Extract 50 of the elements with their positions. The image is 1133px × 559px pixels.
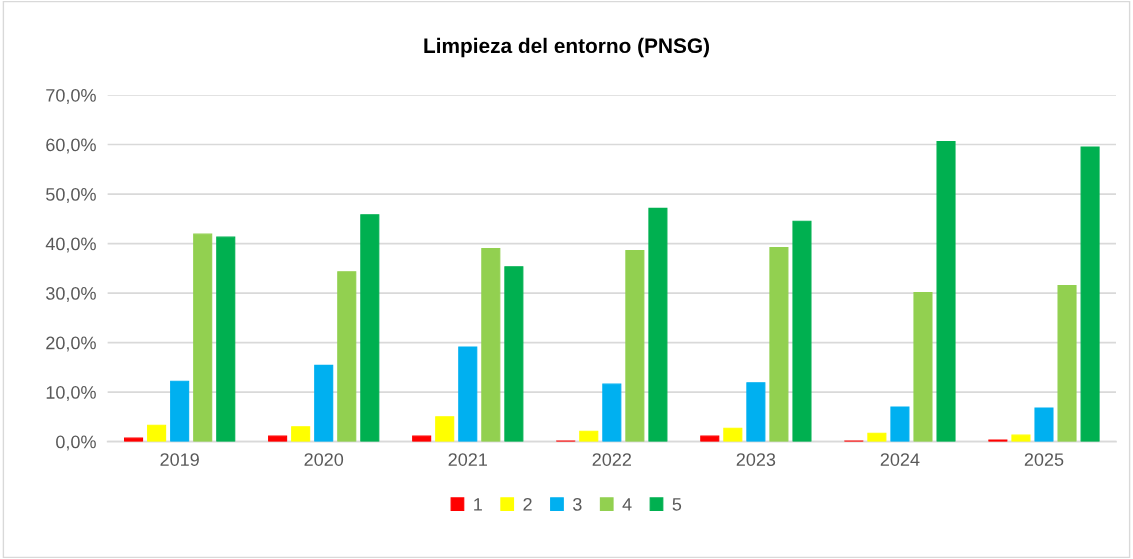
x-tick-label: 2023 (736, 453, 776, 466)
legend-label: 1 (474, 498, 482, 511)
bar (1011, 434, 1031, 442)
bar (936, 141, 956, 442)
legend-label: 2 (523, 497, 532, 511)
x-tick-label: 2020 (304, 453, 344, 466)
x-tick-label: 2019 (160, 453, 199, 466)
legend-label: 5 (672, 498, 682, 511)
x-tick-label: 2022 (592, 453, 631, 466)
bar (216, 236, 236, 442)
bar (504, 266, 524, 442)
y-tick-label: 40,0% (45, 237, 96, 253)
bar (723, 427, 743, 442)
y-tick-label: 30,0% (46, 287, 96, 302)
bar (458, 346, 478, 442)
bar (648, 207, 668, 442)
bar (890, 406, 910, 442)
x-tick-label: 2025 (1024, 453, 1064, 466)
bar (769, 246, 789, 442)
y-tick-label: 20,0% (46, 336, 96, 352)
bar (193, 233, 213, 442)
bar (746, 382, 766, 442)
x-tick-label: 2021 (448, 453, 487, 466)
bar (913, 292, 933, 442)
bar (360, 214, 380, 442)
bar (625, 249, 645, 442)
bar (1057, 285, 1077, 442)
bar (337, 271, 357, 442)
x-tick-label: 2024 (880, 453, 920, 466)
bar (1080, 146, 1100, 442)
bar (602, 383, 622, 442)
bar (867, 432, 887, 442)
y-tick-label: 50,0% (46, 187, 96, 203)
bar (435, 416, 455, 442)
bar (481, 247, 501, 442)
bar (147, 424, 167, 442)
chart-title: Limpieza del entorno (PNSG) (424, 37, 709, 58)
y-tick-label: 0,0% (56, 435, 96, 451)
bar (291, 426, 311, 442)
y-tick-label: 10,0% (46, 386, 96, 401)
bar (1034, 407, 1054, 442)
bar (170, 380, 190, 442)
bar (314, 364, 334, 442)
y-tick-label: 60,0% (46, 138, 96, 154)
y-tick-label: 70,0% (46, 88, 96, 104)
legend-label: 3 (573, 497, 582, 511)
bar (579, 430, 599, 442)
bar (792, 220, 812, 442)
legend-label: 4 (622, 498, 632, 511)
bar (124, 437, 144, 442)
